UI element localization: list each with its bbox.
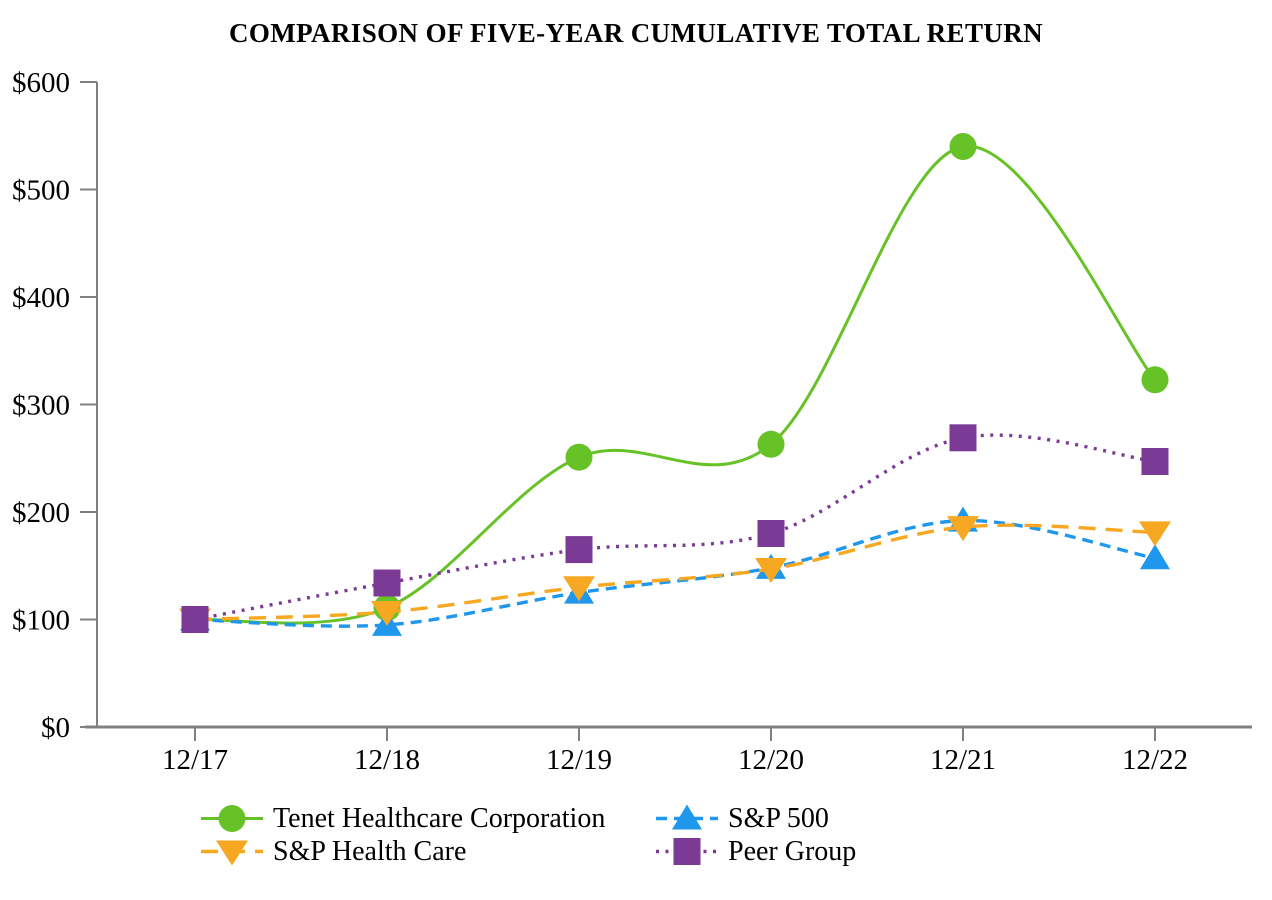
y-tick-label: $0 <box>41 712 70 744</box>
y-tick-label: $400 <box>12 282 70 314</box>
x-tick-label: 12/22 <box>1122 744 1188 776</box>
x-tick-label: 12/19 <box>546 744 612 776</box>
marker-circle-legend <box>218 805 246 832</box>
legend-swatch-sp500-triangle-icon <box>656 804 718 830</box>
series-line-tenet-healthcare-corporation <box>194 144 1157 625</box>
chart-legend: Tenet Healthcare Corporation S&P 500 S&P… <box>200 802 856 868</box>
marker-square-peer-group <box>757 520 785 547</box>
series-line-s-p-health-care <box>194 523 1156 622</box>
y-tick-label: $200 <box>12 497 70 529</box>
marker-triangle-down-legend <box>216 840 248 866</box>
y-tick-label: $600 <box>12 67 70 99</box>
legend-item-tenet-healthcare: Tenet Healthcare Corporation <box>200 802 655 835</box>
marker-triangle-down-s-p-health-care <box>1139 521 1171 547</box>
y-tick-label: $500 <box>12 175 70 207</box>
marker-triangle-down-s-p-health-care <box>755 558 787 583</box>
legend-item-peer-group: Peer Group <box>655 835 856 868</box>
marker-triangle-up-s-p-500 <box>1140 544 1170 570</box>
series-line-peer-group <box>194 433 1156 622</box>
x-tick-label: 12/18 <box>354 744 420 776</box>
chart-title: COMPARISON OF FIVE-YEAR CUMULATIVE TOTAL… <box>228 18 1044 48</box>
marker-square-peer-group <box>373 569 401 597</box>
marker-square-peer-group <box>565 536 593 564</box>
legend-label-tenet-healthcare: Tenet Healthcare Corporation <box>273 802 606 834</box>
marker-circle-tenet-healthcare-corporation <box>1141 366 1169 394</box>
marker-triangle-down-s-p-health-care <box>563 576 595 602</box>
y-tick-label: $300 <box>12 390 70 422</box>
marker-triangle-down-s-p-health-care <box>947 516 979 542</box>
series-line-s-p-500 <box>194 518 1156 628</box>
x-tick-label: 12/21 <box>930 744 996 776</box>
legend-swatch-sp-health-care-triangle-icon <box>201 840 263 866</box>
marker-square-peer-group <box>949 424 977 452</box>
legend-label-sp500: S&P 500 <box>728 802 829 834</box>
legend-label-sp-health-care: S&P Health Care <box>273 835 467 867</box>
legend-swatch-tenet-circle-icon <box>201 805 263 832</box>
chart-plot-area: $0 $100 $200 $300 $400 $500 $600 12/17 12/18 12/1… <box>12 67 1252 776</box>
legend-item-sp-health-care: S&P Health Care <box>200 835 655 868</box>
legend-swatch-peer-group-square-icon <box>656 838 718 865</box>
marker-circle-tenet-healthcare-corporation <box>565 443 593 471</box>
marker-triangle-down-s-p-health-care <box>371 601 403 626</box>
x-tick-label: 12/20 <box>738 744 804 776</box>
legend-item-sp500: S&P 500 <box>655 802 856 835</box>
marker-square-peer-group <box>1141 448 1169 475</box>
x-tick-label: 12/17 <box>162 744 228 776</box>
marker-circle-tenet-healthcare-corporation <box>757 430 785 458</box>
y-tick-label: $100 <box>12 605 70 637</box>
legend-label-peer-group: Peer Group <box>728 835 857 867</box>
marker-square-peer-group <box>181 606 209 633</box>
marker-triangle-up-legend <box>672 804 702 830</box>
marker-square-legend <box>673 838 701 865</box>
marker-circle-tenet-healthcare-corporation <box>949 133 977 160</box>
